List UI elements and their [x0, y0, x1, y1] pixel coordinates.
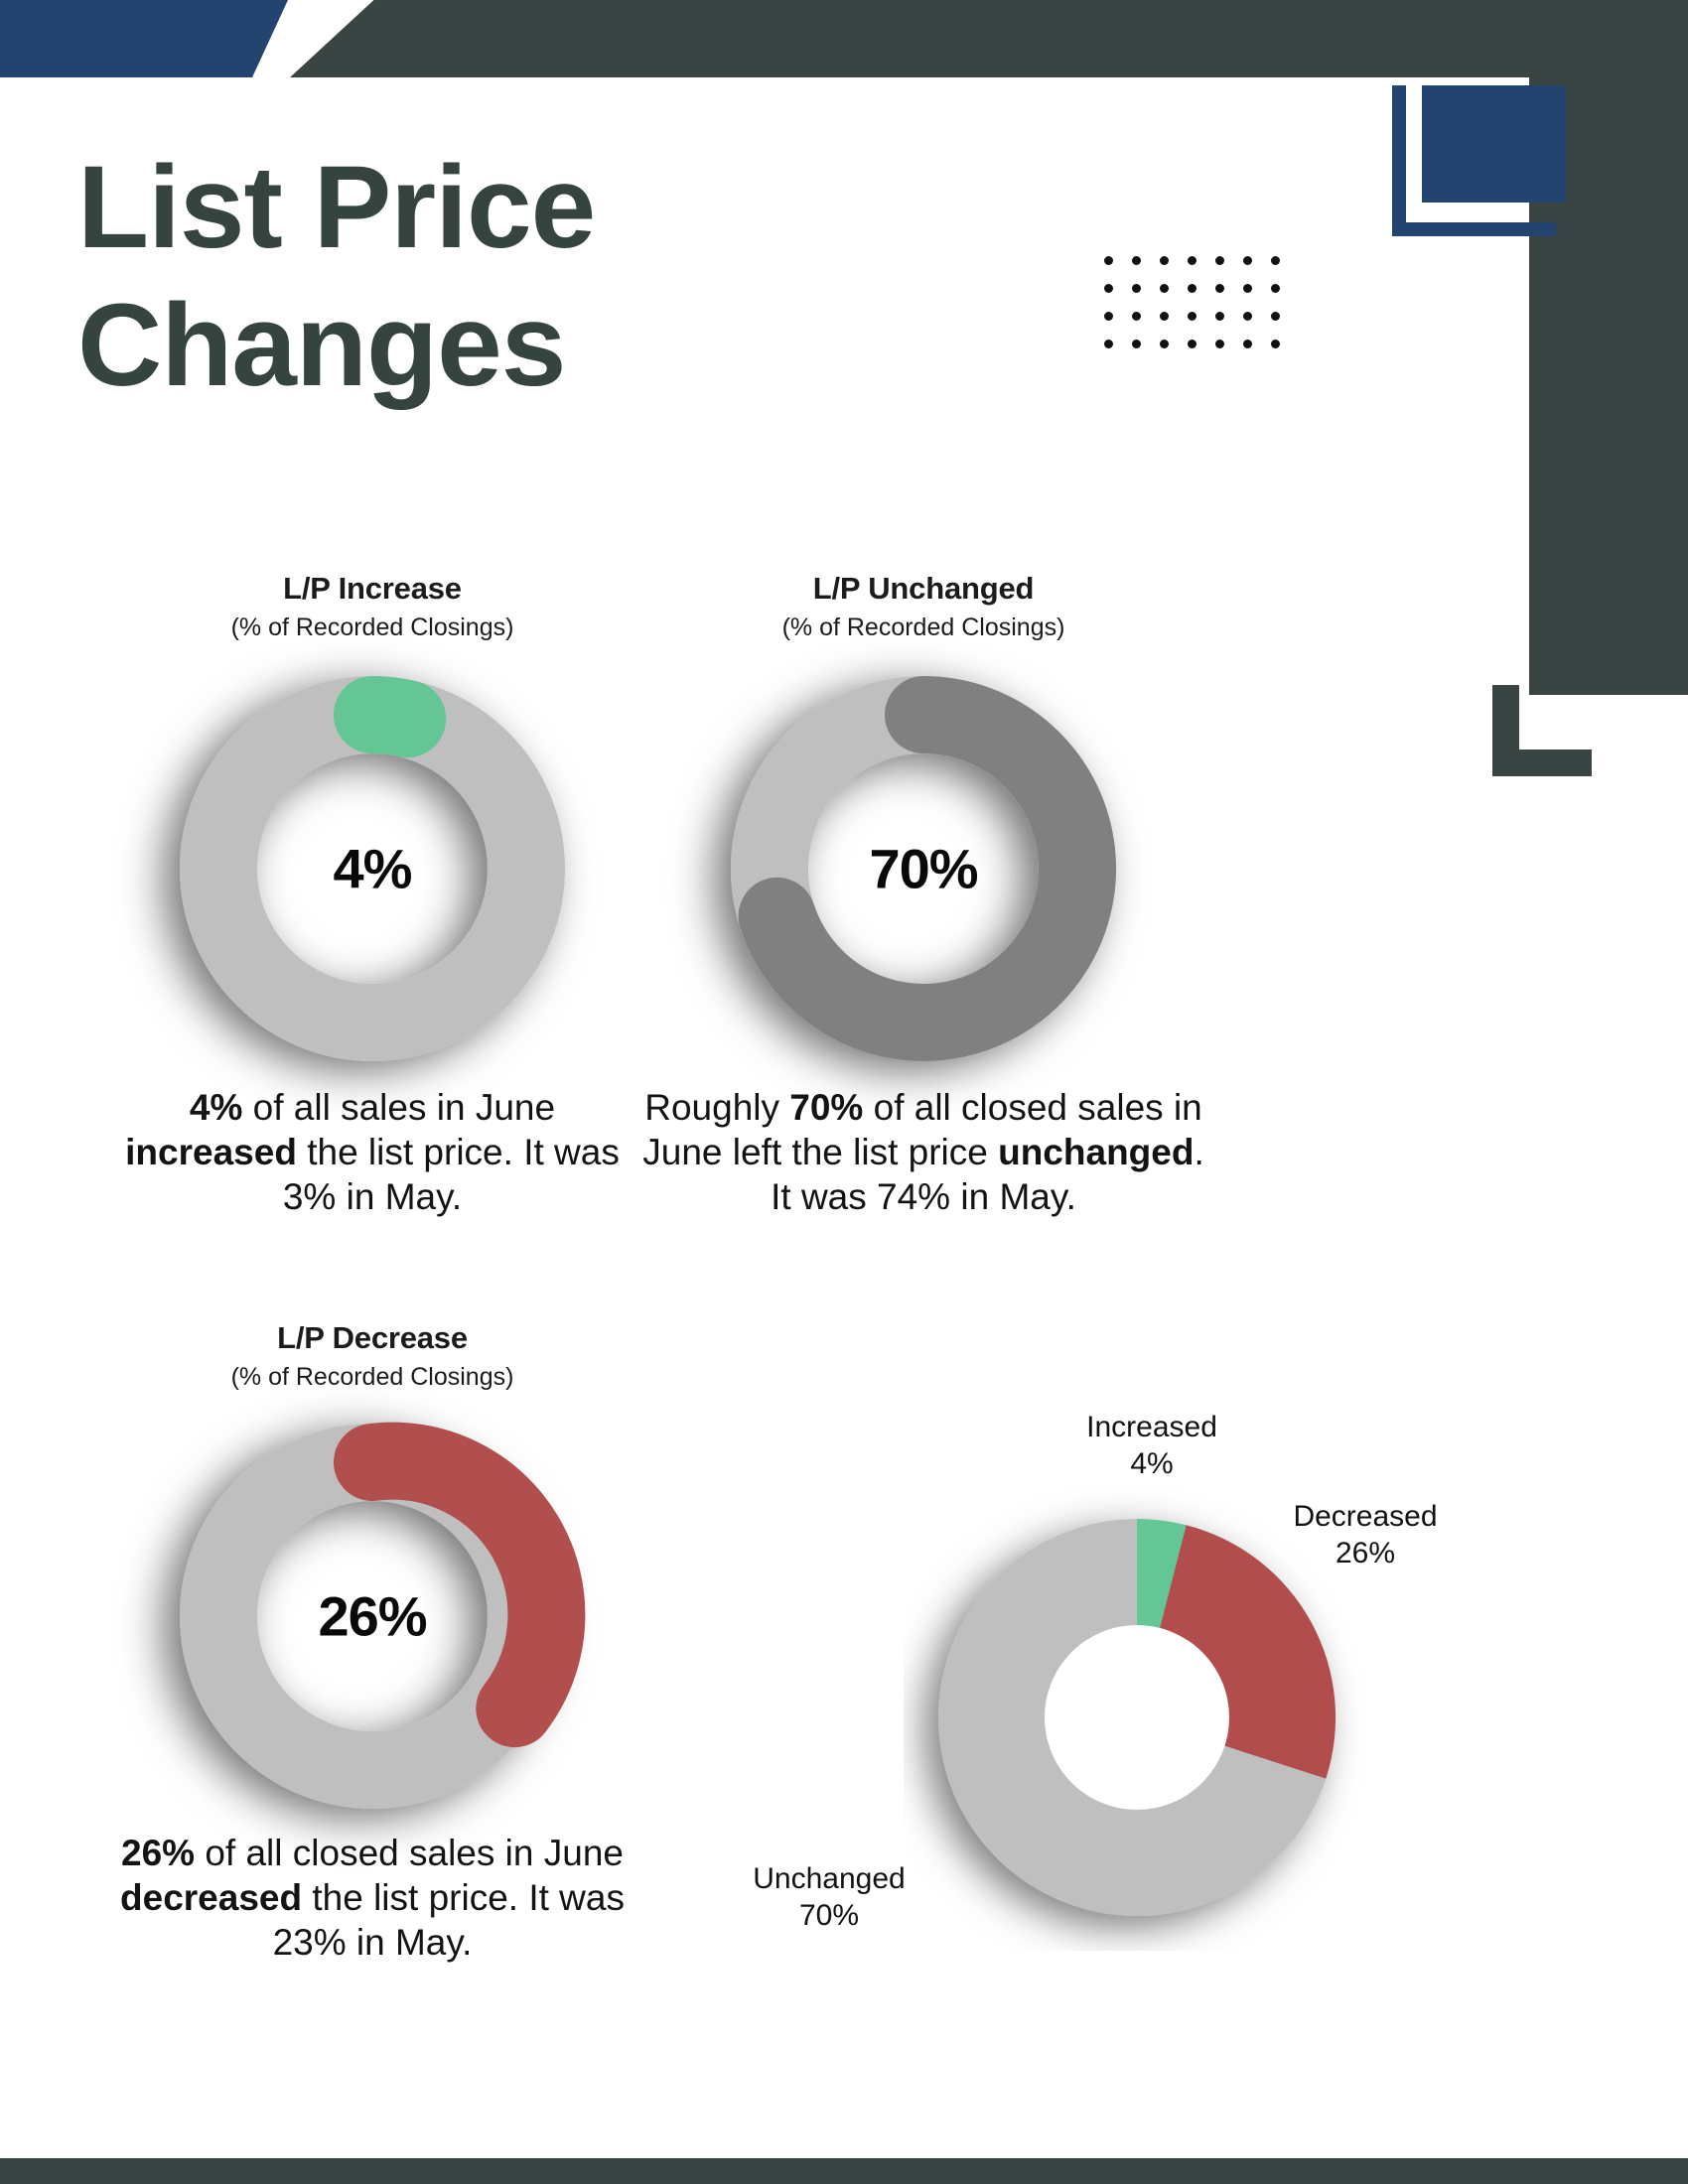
donut-gauge-decrease: 26%	[144, 1422, 601, 1809]
gauge-container: 70%	[576, 676, 1271, 1061]
caption-unchanged: Roughly 70% of all closed sales in June …	[576, 1085, 1271, 1219]
caption-text: of all sales in June	[242, 1087, 556, 1128]
caption-text: of all closed sales in June left the lis…	[642, 1087, 1202, 1173]
pie-label-unchanged: Unchanged 70%	[695, 1861, 963, 1934]
dark-corner-bracket	[1492, 685, 1592, 776]
panel-lp-unchanged: L/P Unchanged (% of Recorded Closings) 7…	[576, 571, 1271, 1219]
page-title-line-1: List Price	[77, 142, 596, 273]
panel-subtitle: (% of Recorded Closings)	[781, 614, 1065, 641]
pie-label-decreased-value: 26%	[1335, 1536, 1396, 1570]
caption-emphasis: decreased	[120, 1877, 303, 1919]
header-blue-banner	[0, 0, 288, 77]
panel-title: L/P Increase	[283, 571, 462, 606]
gauge-container: 4%	[60, 676, 685, 1061]
pie-label-increased: Increased 4%	[1013, 1410, 1291, 1482]
page-title-line-2: Changes	[77, 280, 566, 412]
panel-lp-increase: L/P Increase (% of Recorded Closings) 4%	[60, 571, 685, 1219]
dot-grid-decoration	[1104, 256, 1299, 367]
pie-label-decreased: Decreased 26%	[1251, 1499, 1479, 1571]
caption-tail: the list price. It was 23% in May.	[272, 1877, 625, 1964]
gauge-container: 26%	[60, 1422, 685, 1809]
panel-lp-decrease: L/P Decrease (% of Recorded Closings) 26…	[60, 1320, 685, 1965]
caption-decrease: 26% of all closed sales in June decrease…	[60, 1831, 685, 1965]
panel-title: L/P Unchanged	[812, 571, 1035, 606]
donut-gauge-increase: 4%	[144, 676, 601, 1061]
footer-bar	[0, 2158, 1688, 2184]
panel-subtitle: (% of Recorded Closings)	[230, 614, 514, 641]
header-dark-banner	[290, 0, 1688, 77]
panel-subtitle: (% of Recorded Closings)	[230, 1363, 514, 1391]
pie-label-unchanged-name: Unchanged	[753, 1862, 906, 1895]
pie-label-unchanged-value: 70%	[798, 1898, 860, 1932]
caption-stat: 26%	[121, 1833, 196, 1873]
pie-label-decreased-name: Decreased	[1293, 1500, 1438, 1533]
caption-increase: 4% of all sales in June increased the li…	[60, 1085, 685, 1219]
panel-header: L/P Unchanged (% of Recorded Closings)	[576, 571, 1271, 642]
page-title: List Price Changes	[77, 139, 832, 415]
donut-gauge-unchanged: 70%	[695, 676, 1152, 1061]
gauge-value-unchanged: 70%	[869, 837, 978, 900]
gauge-value-decrease: 26%	[318, 1584, 427, 1648]
blue-corner-square	[1422, 85, 1566, 203]
gauge-value-increase: 4%	[333, 837, 413, 900]
panel-title: L/P Decrease	[277, 1320, 468, 1355]
caption-emphasis: increased	[125, 1132, 297, 1173]
caption-tail: . It was 74% in May.	[771, 1132, 1204, 1218]
caption-lead: Roughly	[644, 1087, 790, 1128]
panel-header: L/P Increase (% of Recorded Closings)	[60, 571, 685, 642]
caption-tail: the list price. It was 3% in May.	[282, 1132, 620, 1218]
pie-label-increased-name: Increased	[1086, 1411, 1217, 1443]
caption-stat: 70%	[789, 1087, 864, 1128]
pie-center-hole	[1045, 1625, 1229, 1810]
caption-text: of all closed sales in June	[195, 1833, 624, 1873]
summary-pie-block: Increased 4% Decreased 26% Unchanged 70%	[735, 1390, 1450, 2065]
summary-donut-chart	[938, 1519, 1336, 1916]
blue-corner-frame	[1392, 85, 1556, 236]
caption-stat: 4%	[189, 1087, 243, 1128]
pie-label-increased-value: 4%	[1130, 1446, 1174, 1480]
panel-header: L/P Decrease (% of Recorded Closings)	[60, 1320, 685, 1392]
caption-emphasis: unchanged	[998, 1132, 1195, 1173]
